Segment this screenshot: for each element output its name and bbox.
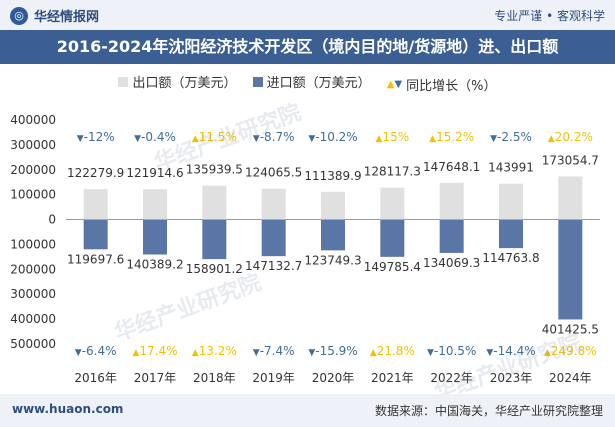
x-tick-label: 2017年 [134,371,177,385]
y-tick-label: 0 [48,213,56,227]
footer-source: 数据来源：中国海关，华经产业研究院整理 [374,404,603,418]
import-growth-label: ▼-15.9% [308,344,357,358]
export-growth-label: ▼-10.2% [308,130,357,144]
brand-name: 华经情报网 [34,10,100,25]
legend-import-swatch [252,76,263,87]
tagline: 专业严谨 • 客观科学 [494,9,605,23]
import-growth-label: ▼-6.4% [75,344,117,358]
legend: 出口额（万美元） 进口额（万美元） ▲ ▼ 同比增长（%） [0,72,615,94]
export-growth-label: ▼-0.4% [134,130,176,144]
import-bar [261,219,286,257]
y-tick-label: 400000 [10,113,56,127]
import-growth-label: ▼-10.5% [427,344,476,358]
import-bar [83,219,108,250]
export-bar [380,187,405,220]
export-value-label: 124065.5 [245,166,302,180]
export-growth-label: ▼-12% [77,130,115,144]
x-tick-label: 2023年 [490,371,533,385]
legend-item-import: 进口额（万美元） [252,72,371,91]
import-bar [380,219,405,257]
import-bar [558,219,583,320]
y-tick-label: 100000 [10,237,56,251]
legend-up-triangle-icon: ▲ [386,78,395,90]
legend-export-label: 出口额（万美元） [132,76,237,91]
export-bar [261,188,286,220]
export-growth-label: ▲15.2% [429,130,474,144]
export-value-label: 111389.9 [304,169,361,183]
export-value-label: 121914.6 [126,166,183,180]
import-growth-label: ▼-14.4% [486,344,535,358]
import-growth-label: ▲13.2% [192,344,237,358]
import-value-label: 147132.7 [245,259,302,273]
legend-import-label: 进口额（万美元） [266,76,371,91]
import-value-label: 401425.5 [542,322,599,336]
legend-item-growth: ▲ ▼ 同比增长（%） [387,75,497,94]
x-tick-label: 2019年 [252,371,295,385]
export-bar [143,189,167,220]
y-tick-label: 300000 [10,138,56,152]
x-tick-label: 2021年 [371,371,414,385]
y-tick-label: 100000 [10,188,56,202]
import-bar [143,219,167,255]
y-tick-label: 200000 [10,163,56,177]
x-tick-label: 2018年 [193,371,236,385]
import-value-label: 119697.6 [67,252,124,266]
import-growth-label: ▲17.4% [132,344,177,358]
import-bar [202,219,227,260]
import-bar [499,219,523,249]
export-growth-label: ▼-8.7% [253,130,295,144]
export-value-label: 147648.1 [423,160,480,174]
import-growth-label: ▼-7.4% [253,344,295,358]
export-value-label: 122279.9 [67,166,124,180]
export-value-label: 135939.5 [186,163,243,177]
x-tick-label: 2020年 [312,371,355,385]
import-value-label: 149785.4 [364,260,421,274]
export-value-label: 173054.7 [542,153,599,167]
chart-plot: 400000 300000 200000 100000 0 100000 200000 300… [10,113,600,385]
export-bar [83,189,108,220]
footer-site-link[interactable]: www.huaon.com [12,402,124,416]
footer: www.huaon.com 数据来源：中国海关，华经产业研究院整理 [0,394,615,427]
x-tick-label: 2024年 [549,371,592,385]
y-tick-label: 500000 [10,337,56,351]
export-growth-label: ▼-2.5% [490,130,532,144]
export-bar [202,185,227,220]
export-bar [321,191,345,220]
y-tick-label: 300000 [10,287,56,301]
legend-export-swatch [118,76,129,87]
chart-title: 2016-2024年沈阳经济技术开发区（境内目的地/货源地）进、出口额 [0,30,615,64]
export-growth-label: ▲15% [376,130,410,144]
export-value-label: 143991 [488,161,534,175]
brand-logo-icon: ◎ [10,6,28,25]
top-bar: ◎ 华经情报网 专业严谨 • 客观科学 [0,0,615,30]
export-value-label: 128117.3 [364,165,421,179]
export-growth-label: ▲20.2% [548,130,593,144]
import-growth-label: ▲21.8% [370,344,415,358]
import-value-label: 114763.8 [482,251,539,265]
legend-growth-label: 同比增长（%） [406,79,497,94]
export-bar [558,176,583,220]
export-growth-label: ▲11.5% [192,130,237,144]
import-bar [439,219,464,253]
import-value-label: 158901.2 [186,262,243,276]
export-bar [499,183,523,220]
y-tick-label: 400000 [10,312,56,326]
import-value-label: 140389.2 [126,257,183,271]
y-tick-label: 200000 [10,262,56,276]
brand[interactable]: ◎ 华经情报网 [10,6,99,25]
x-tick-label: 2022年 [430,371,473,385]
export-bar [439,182,464,220]
legend-item-export: 出口额（万美元） [118,72,236,91]
legend-down-triangle-icon: ▼ [394,78,403,90]
import-bar [321,219,345,251]
import-value-label: 123749.3 [304,253,361,267]
x-tick-label: 2016年 [74,371,117,385]
import-value-label: 134069.3 [423,256,480,270]
import-growth-label: ▲249.8% [544,344,597,358]
